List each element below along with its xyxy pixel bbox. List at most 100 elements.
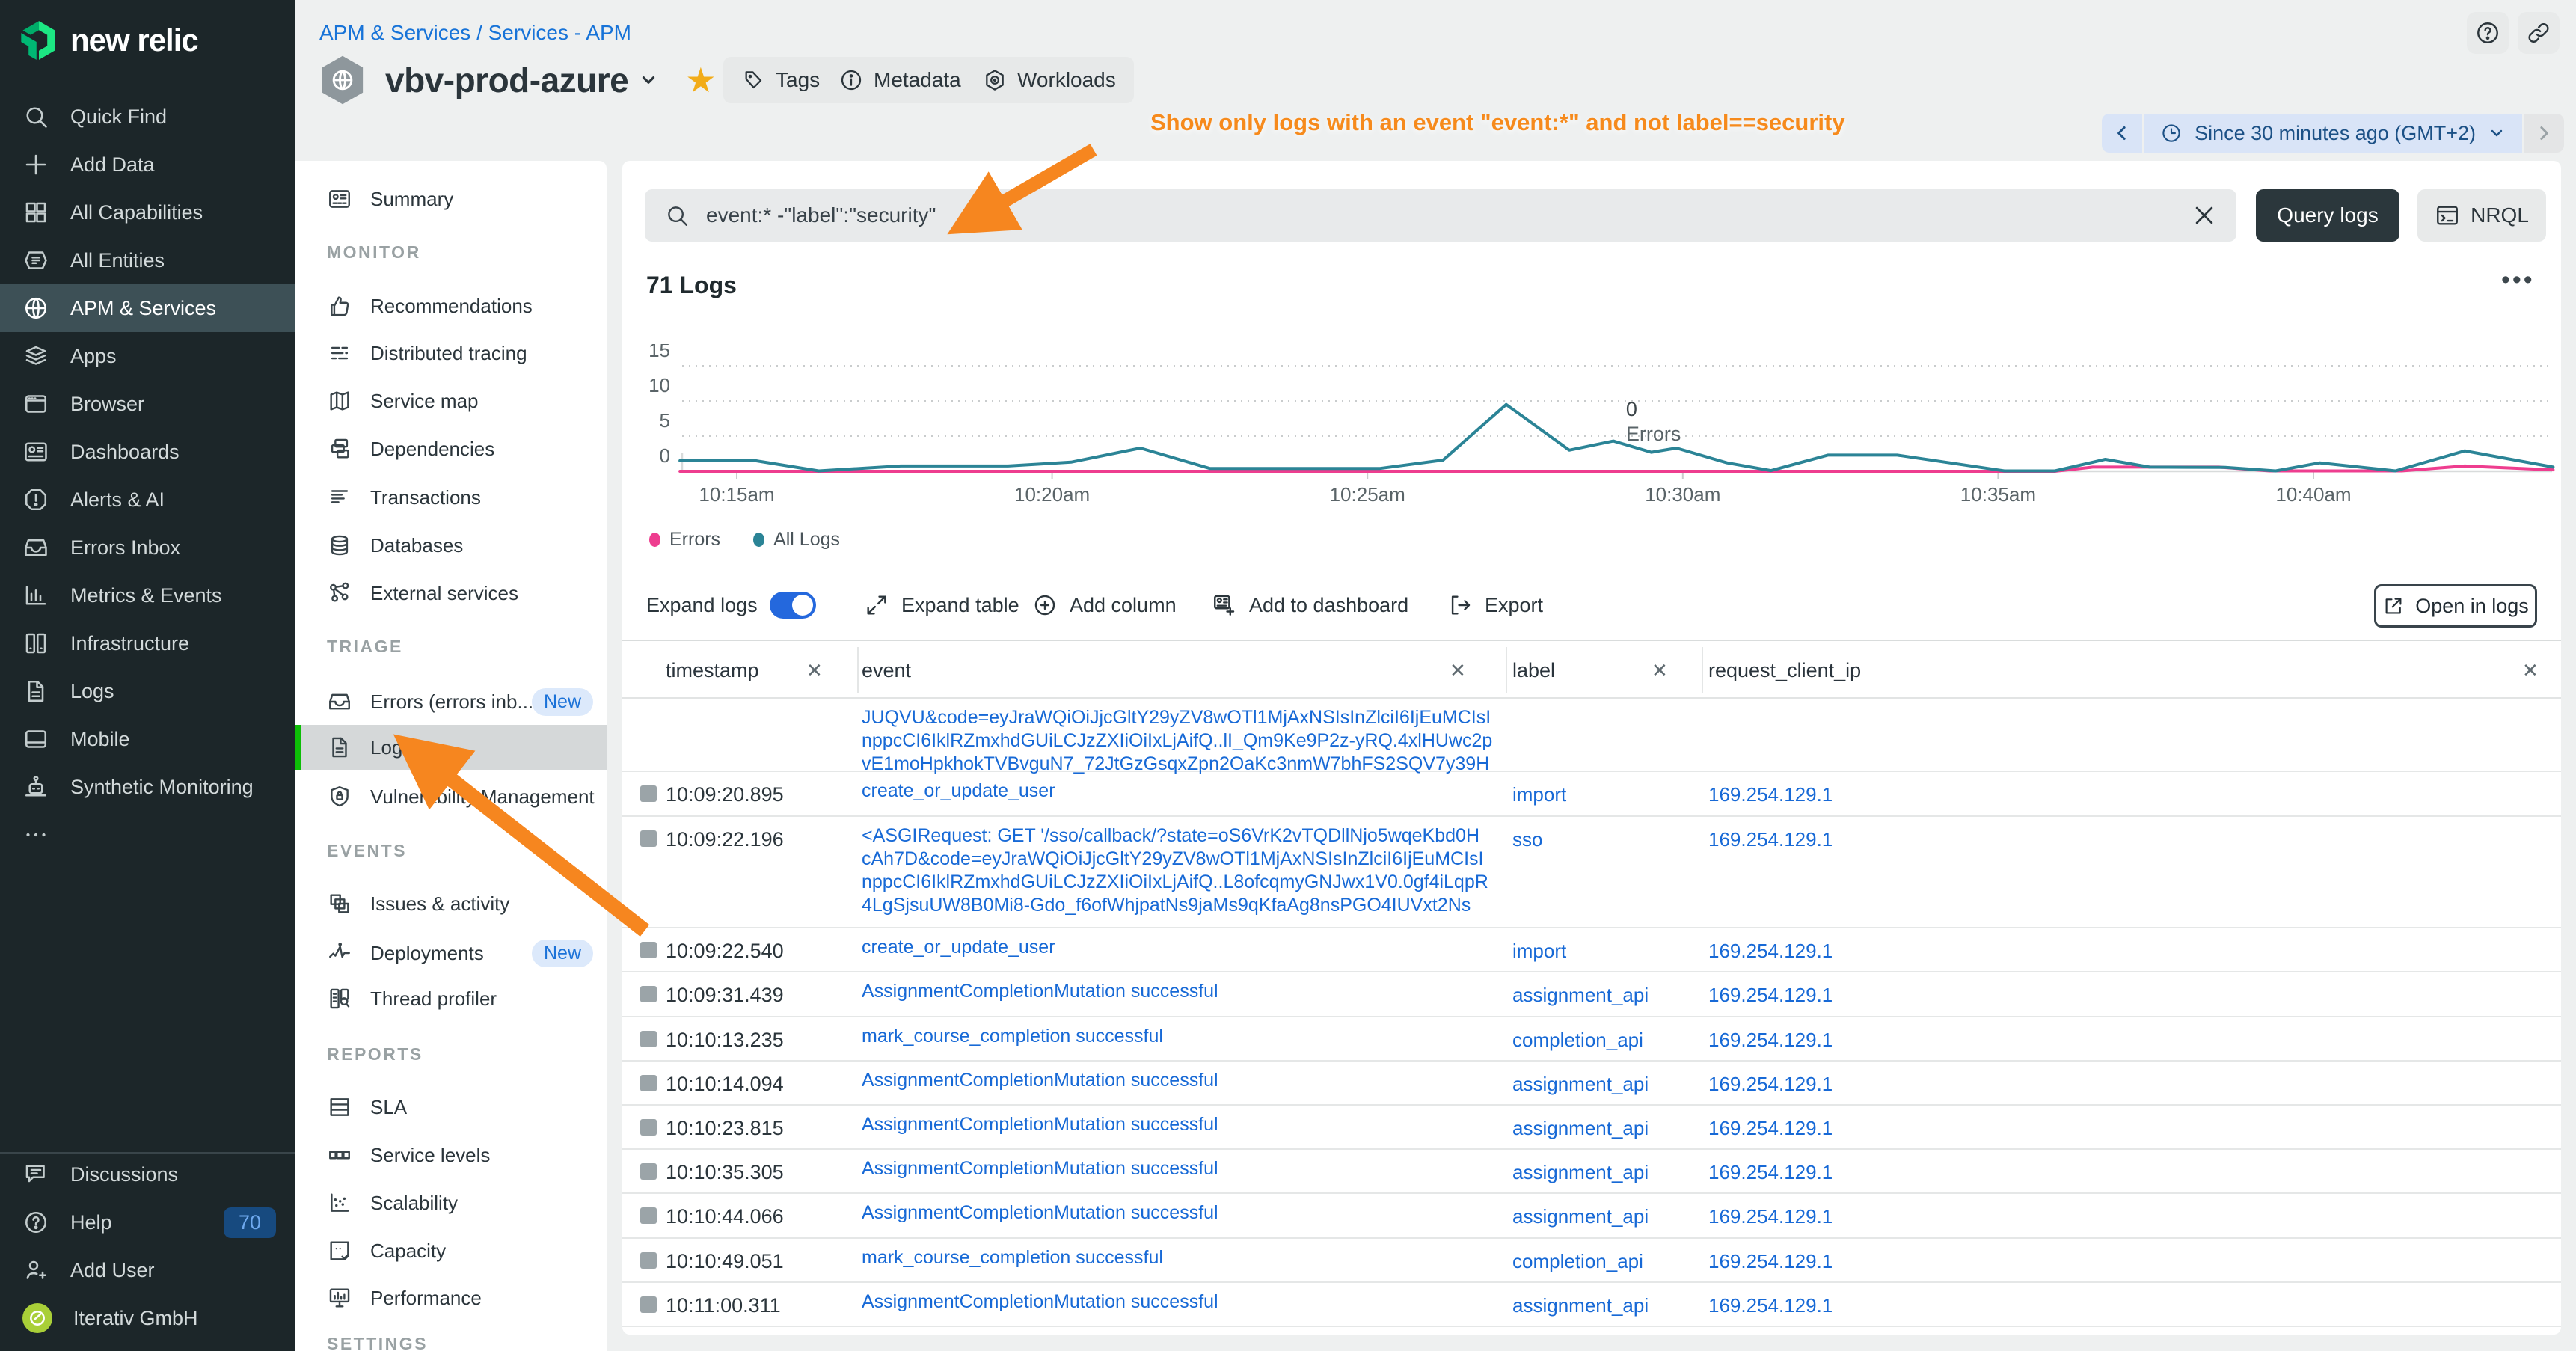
secnav-item-dependencies[interactable]: Dependencies	[295, 426, 607, 471]
legend-all-logs[interactable]: All Logs	[753, 529, 840, 551]
clear-search-icon[interactable]	[2192, 203, 2217, 228]
secnav-item-service-levels[interactable]: Service levels	[295, 1133, 607, 1177]
row-selector[interactable]	[640, 830, 657, 847]
row-selector[interactable]	[640, 1296, 657, 1313]
cell-ip-link[interactable]: 169.254.129.1	[1708, 1205, 1833, 1228]
page-title[interactable]: vbv-prod-azure	[385, 60, 628, 100]
cell-label-link[interactable]: assignment_api	[1512, 1117, 1649, 1140]
cell-ip-link[interactable]: 169.254.129.1	[1708, 828, 1833, 851]
secnav-item-vulnerability-management[interactable]: Vulnerability Management	[295, 774, 607, 819]
cell-label-link[interactable]: completion_api	[1512, 1250, 1643, 1273]
remove-ip-column-icon[interactable]: ✕	[2522, 659, 2539, 682]
log-row[interactable]: 10:09:22.196<ASGIRequest: GET '/sso/call…	[622, 817, 2561, 928]
secnav-item-capacity[interactable]: Capacity	[295, 1228, 607, 1273]
log-row[interactable]: JUQVU&code=eyJraWQiOiJjcGltY29yZV8wOTl1M…	[622, 699, 2561, 772]
cell-ip-link[interactable]: 169.254.129.1	[1708, 1029, 1833, 1052]
secnav-item-transactions[interactable]: Transactions	[295, 475, 607, 520]
sidebar-item-synthetic-monitoring[interactable]: Synthetic Monitoring	[0, 763, 295, 811]
cell-event-link[interactable]: <ASGIRequest: GET '/sso/callback/?state=…	[862, 824, 1505, 917]
cell-event-link[interactable]: AssignmentCompletionMutation successful	[862, 980, 1505, 1003]
cell-event-link[interactable]: create_or_update_user	[862, 936, 1505, 959]
remove-event-column-icon[interactable]: ✕	[1450, 659, 1466, 682]
row-selector[interactable]	[640, 942, 657, 958]
metadata-button[interactable]: Metadata	[821, 57, 979, 103]
expand-table-button[interactable]: Expand table	[864, 586, 1019, 625]
cell-event-link[interactable]: mark_course_completion successful	[862, 1246, 1505, 1269]
cell-event-link[interactable]: AssignmentCompletionMutation successful	[862, 1201, 1505, 1225]
legend-errors[interactable]: Errors	[649, 529, 720, 551]
sidebar-item-infrastructure[interactable]: Infrastructure	[0, 619, 295, 667]
add-to-dashboard-button[interactable]: Add to dashboard	[1212, 586, 1408, 625]
cell-label-link[interactable]: assignment_api	[1512, 1205, 1649, 1228]
cell-label-link[interactable]: assignment_api	[1512, 1161, 1649, 1184]
cell-event-link[interactable]: AssignmentCompletionMutation successful	[862, 1069, 1505, 1092]
cell-label-link[interactable]: import	[1512, 940, 1566, 963]
secnav-item-service-map[interactable]: Service map	[295, 379, 607, 423]
sidebar-item-iterativ-gmbh[interactable]: Iterativ GmbH	[0, 1294, 295, 1342]
row-selector[interactable]	[640, 1031, 657, 1047]
time-range-button[interactable]: Since 30 minutes ago (GMT+2)	[2144, 114, 2522, 153]
remove-label-column-icon[interactable]: ✕	[1652, 659, 1668, 682]
cell-label-link[interactable]: import	[1512, 783, 1566, 806]
col-label[interactable]: label	[1512, 659, 1555, 682]
cell-event-link[interactable]: mark_course_completion successful	[862, 1025, 1505, 1048]
title-dropdown-caret-icon[interactable]	[639, 70, 658, 90]
secnav-item-issues-activity[interactable]: Issues & activity	[295, 881, 607, 926]
favorite-star-icon[interactable]: ★	[685, 60, 716, 100]
sidebar-item-metrics-events[interactable]: Metrics & Events	[0, 572, 295, 619]
sidebar-item-dashboards[interactable]: Dashboards	[0, 428, 295, 476]
sidebar-item-apps[interactable]: Apps	[0, 332, 295, 380]
secnav-item-errors-errors-inb-[interactable]: Errors (errors inb...New	[295, 679, 607, 724]
remove-timestamp-column-icon[interactable]: ✕	[806, 659, 823, 682]
col-event[interactable]: event	[862, 659, 911, 682]
secnav-item-sla[interactable]: SLA	[295, 1085, 607, 1130]
expand-logs-toggle[interactable]	[770, 592, 816, 619]
secnav-item-databases[interactable]: Databases	[295, 523, 607, 568]
sidebar-item-more[interactable]	[0, 811, 295, 859]
logs-search-input[interactable]: event:* -"label":"security"	[645, 189, 2236, 242]
cell-label-link[interactable]: completion_api	[1512, 1029, 1643, 1052]
cell-ip-link[interactable]: 169.254.129.1	[1708, 1294, 1833, 1317]
permalink-button[interactable]	[2518, 12, 2560, 54]
time-back-button[interactable]	[2102, 114, 2144, 153]
sidebar-item-alerts-ai[interactable]: Alerts & AI	[0, 476, 295, 524]
sidebar-item-all-capabilities[interactable]: All Capabilities	[0, 189, 295, 236]
cell-ip-link[interactable]: 169.254.129.1	[1708, 1073, 1833, 1096]
cell-event-link[interactable]: JUQVU&code=eyJraWQiOiJjcGltY29yZV8wOTl1M…	[862, 706, 1505, 776]
secnav-item-scalability[interactable]: Scalability	[295, 1180, 607, 1225]
sidebar-item-errors-inbox[interactable]: Errors Inbox	[0, 524, 295, 572]
col-request-client-ip[interactable]: request_client_ip	[1708, 659, 1861, 682]
secnav-item-distributed-tracing[interactable]: Distributed tracing	[295, 331, 607, 376]
secnav-item-performance[interactable]: Performance	[295, 1275, 607, 1320]
chart-menu-button[interactable]: •••	[2501, 266, 2535, 295]
new-relic-logo[interactable]: new relic	[19, 19, 198, 61]
add-column-button[interactable]: Add column	[1032, 586, 1177, 625]
cell-ip-link[interactable]: 169.254.129.1	[1708, 1117, 1833, 1140]
row-selector[interactable]	[640, 1075, 657, 1091]
cell-label-link[interactable]: assignment_api	[1512, 1294, 1649, 1317]
secnav-item-logs[interactable]: Logs	[295, 725, 607, 770]
row-selector[interactable]	[640, 1163, 657, 1180]
help-button[interactable]	[2467, 12, 2509, 54]
cell-label-link[interactable]: assignment_api	[1512, 1073, 1649, 1096]
secnav-item-thread-profiler[interactable]: Thread profiler	[295, 976, 607, 1021]
cell-event-link[interactable]: AssignmentCompletionMutation successful	[862, 1157, 1505, 1180]
time-forward-button[interactable]	[2522, 114, 2564, 153]
sidebar-item-add-user[interactable]: Add User	[0, 1246, 295, 1294]
cell-ip-link[interactable]: 169.254.129.1	[1708, 1250, 1833, 1273]
sidebar-item-mobile[interactable]: Mobile	[0, 715, 295, 763]
sidebar-item-discussions[interactable]: Discussions	[0, 1151, 295, 1198]
cell-event-link[interactable]: AssignmentCompletionMutation successful	[862, 1113, 1505, 1136]
sidebar-item-all-entities[interactable]: All Entities	[0, 236, 295, 284]
cell-ip-link[interactable]: 169.254.129.1	[1708, 940, 1833, 963]
sidebar-item-logs[interactable]: Logs	[0, 667, 295, 715]
sidebar-item-quick-find[interactable]: Quick Find	[0, 93, 295, 141]
workloads-button[interactable]: Workloads	[965, 57, 1134, 103]
